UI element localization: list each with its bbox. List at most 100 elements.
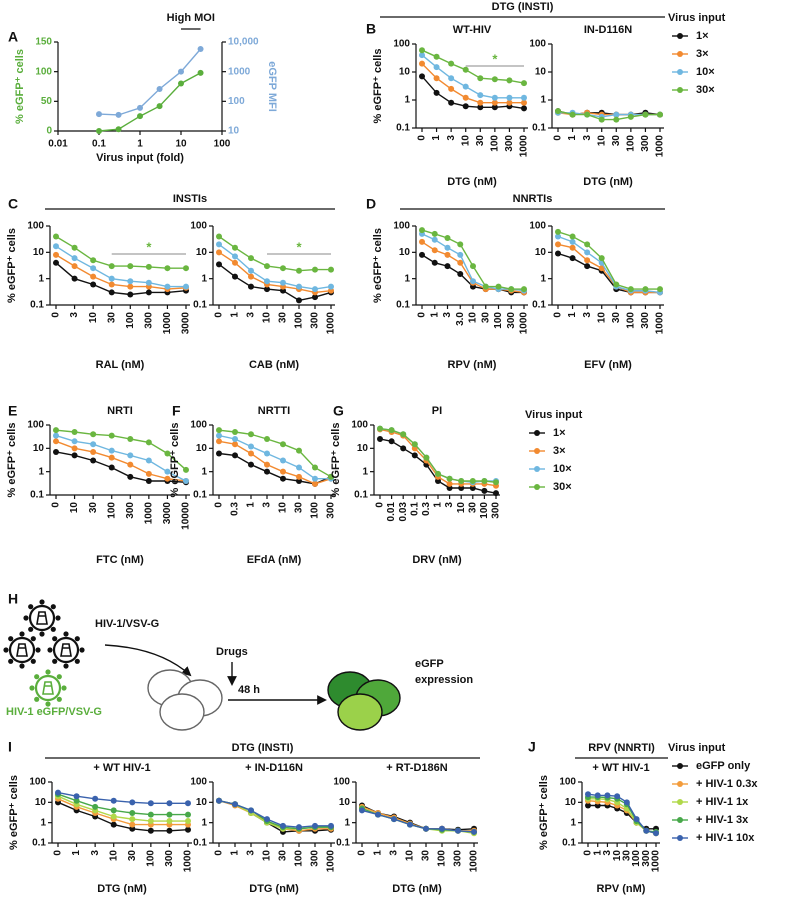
x-tick-label: 10000 <box>181 502 192 530</box>
data-point <box>127 278 134 285</box>
legend-entry: 10× <box>696 66 715 78</box>
series-line <box>55 235 186 269</box>
data-point <box>462 83 469 90</box>
panel-label: J <box>528 739 536 755</box>
data-point <box>280 468 286 475</box>
data-point <box>477 104 484 111</box>
y-tick-label: 100 <box>393 221 410 232</box>
data-point <box>457 271 464 278</box>
data-point <box>71 445 78 452</box>
readout-label: expression <box>415 674 473 686</box>
data-point <box>555 108 561 115</box>
y-tick-label: 100 <box>351 420 368 431</box>
data-point <box>433 75 440 82</box>
data-point <box>145 477 152 484</box>
data-point <box>653 830 659 837</box>
x-tick-label: 3 <box>582 135 593 141</box>
significance-mark: * <box>492 51 498 66</box>
legend-entry: 3× <box>696 48 709 60</box>
x-tick-label: 100 <box>631 850 642 867</box>
y-tick-label: 1 <box>201 817 207 828</box>
data-point <box>391 816 397 823</box>
x-tick-label: 1000 <box>519 312 530 335</box>
legend-entry: 10× <box>553 463 572 475</box>
x-tick-label: 10 <box>596 135 607 147</box>
x-tick-label: 0 <box>357 850 368 856</box>
data-point <box>471 828 477 835</box>
data-point <box>375 811 381 818</box>
data-point <box>594 792 601 799</box>
data-point <box>493 490 499 497</box>
group-title: RPV (NNRTI) <box>588 742 655 754</box>
data-point <box>127 436 134 443</box>
x-tick-label: 3 <box>246 312 257 318</box>
data-point <box>433 89 440 96</box>
x-tick-label: 30 <box>480 312 491 324</box>
y2-axis-label: eGFP MFI <box>266 61 278 112</box>
legend-swatch <box>677 835 683 841</box>
data-point <box>178 68 184 75</box>
significance-mark: * <box>296 239 302 254</box>
y-tick-label: 0.1 <box>193 490 207 501</box>
data-point <box>457 259 464 266</box>
y-tick-label: 10 <box>357 443 369 454</box>
x-tick-label: 1000 <box>655 135 666 158</box>
y-tick-label: 0.1 <box>193 838 207 849</box>
series-line <box>55 429 187 471</box>
data-point <box>166 818 173 825</box>
y-tick-label: 10 <box>196 443 208 454</box>
x-tick-label: 0 <box>375 502 386 508</box>
data-point <box>137 113 143 120</box>
x-tick-label: 3 <box>602 850 613 856</box>
y-tick-label: 100 <box>27 221 44 232</box>
data-point <box>248 255 254 262</box>
data-point <box>216 797 222 804</box>
y-tick-label: 100 <box>393 39 410 50</box>
data-point <box>92 803 99 810</box>
x-tick-label: 0.1 <box>92 139 106 150</box>
data-point <box>216 261 222 268</box>
x-tick-label: 0.01 <box>386 502 397 522</box>
data-point <box>71 429 78 436</box>
x-tick-label: 300 <box>641 850 652 867</box>
y-axis-label: % eGFP⁺ cells <box>538 775 550 850</box>
data-point <box>328 822 334 829</box>
data-point <box>166 827 173 834</box>
data-point <box>448 75 455 82</box>
x-tick-label: 30 <box>88 502 99 514</box>
legend-swatch <box>677 799 683 805</box>
data-point <box>506 94 513 101</box>
y-tick-label: 10 <box>35 797 47 808</box>
data-point <box>477 99 484 106</box>
panel-label: G <box>333 403 344 419</box>
data-point <box>129 799 136 806</box>
x-axis-label: RPV (nM) <box>448 359 497 371</box>
data-point <box>264 286 270 293</box>
data-point <box>521 94 527 101</box>
y-tick-label: 1 <box>404 273 410 284</box>
subplot-title: + IN-D116N <box>245 762 303 774</box>
y-tick-label: 1 <box>201 273 207 284</box>
data-point <box>598 116 605 123</box>
data-point <box>423 825 429 832</box>
x-tick-label: 0 <box>583 850 594 856</box>
data-point <box>482 283 489 290</box>
data-point <box>216 233 222 240</box>
subplot-title: WT-HIV <box>453 24 492 36</box>
x-tick-label: 1 <box>230 312 241 318</box>
data-point <box>115 126 122 133</box>
x-tick-label: 300 <box>326 502 337 519</box>
data-point <box>521 99 527 106</box>
data-point <box>506 99 513 106</box>
subplot-title: PI <box>432 405 442 417</box>
x-tick-label: 3 <box>444 502 455 508</box>
data-point <box>145 289 152 296</box>
x-tick-label: 0 <box>214 850 225 856</box>
x-tick-label: 300 <box>453 850 464 867</box>
x-tick-label: 1 <box>431 135 442 141</box>
data-point <box>448 60 455 67</box>
x-tick-label: 100 <box>294 312 305 329</box>
data-point <box>232 429 238 436</box>
data-point <box>145 470 152 477</box>
data-point <box>419 60 425 67</box>
